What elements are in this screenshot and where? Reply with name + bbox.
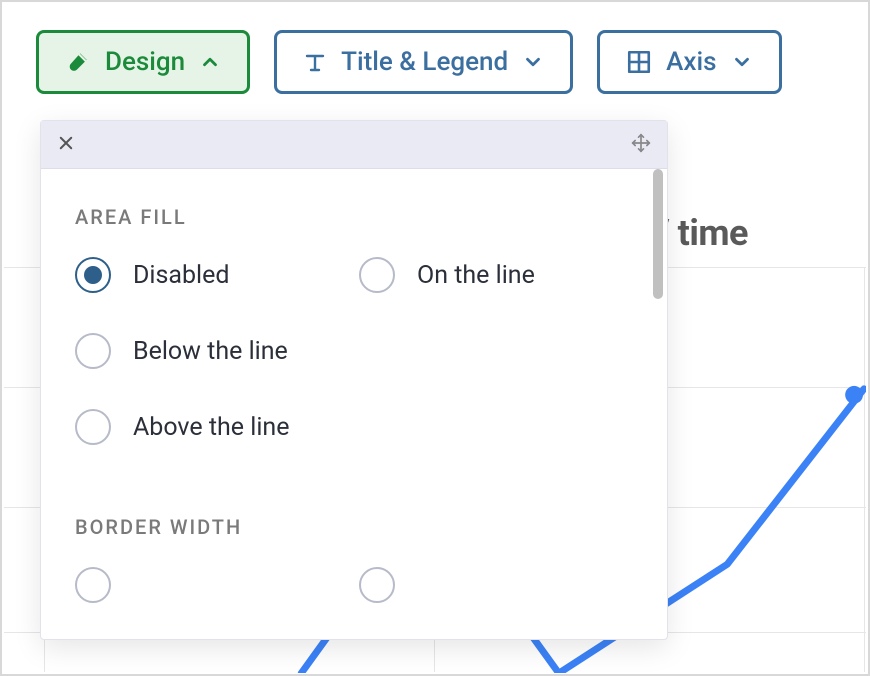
chevron-down-icon <box>522 51 544 73</box>
brush-icon <box>65 49 91 75</box>
title-legend-tab[interactable]: Title & Legend <box>274 30 573 94</box>
radio-circle <box>359 257 395 293</box>
area-fill-options: Disabled On the line Below the line Abov… <box>75 257 633 445</box>
radio-partial[interactable] <box>359 567 633 603</box>
radio-circle <box>75 257 111 293</box>
chevron-down-icon <box>731 51 753 73</box>
radio-on-the-line[interactable]: On the line <box>359 257 633 293</box>
radio-circle <box>75 409 111 445</box>
grid-icon <box>626 49 652 75</box>
radio-circle <box>75 567 111 603</box>
title-legend-tab-label: Title & Legend <box>341 47 508 77</box>
chart-title-dark: / time <box>656 212 748 254</box>
radio-disabled[interactable]: Disabled <box>75 257 349 293</box>
panel-body: AREA FILL Disabled On the line Below the… <box>41 169 667 639</box>
axis-tab[interactable]: Axis <box>597 30 781 94</box>
chevron-up-icon <box>199 51 221 73</box>
radio-below-the-line[interactable]: Below the line <box>75 333 349 369</box>
design-panel: AREA FILL Disabled On the line Below the… <box>40 120 668 640</box>
border-width-label: BORDER WIDTH <box>75 515 633 539</box>
close-icon[interactable] <box>57 134 75 156</box>
radio-label: Disabled <box>133 261 229 290</box>
design-tab[interactable]: Design <box>36 30 250 94</box>
radio-label: On the line <box>417 261 535 290</box>
radio-label: Below the line <box>133 337 288 366</box>
text-icon <box>303 50 327 74</box>
panel-header <box>41 121 667 169</box>
radio-circle <box>359 567 395 603</box>
radio-circle <box>75 333 111 369</box>
radio-above-the-line[interactable]: Above the line <box>75 409 349 445</box>
move-icon[interactable] <box>631 133 651 157</box>
area-fill-label: AREA FILL <box>75 205 633 229</box>
toolbar: Design Title & Legend Axis <box>36 30 868 94</box>
app-frame: Revenu/ time Design Title & Legend <box>0 0 870 676</box>
design-tab-label: Design <box>105 47 185 77</box>
axis-tab-label: Axis <box>666 47 716 77</box>
border-width-options <box>75 567 633 603</box>
radio-partial[interactable] <box>75 567 349 603</box>
radio-label: Above the line <box>133 413 289 442</box>
